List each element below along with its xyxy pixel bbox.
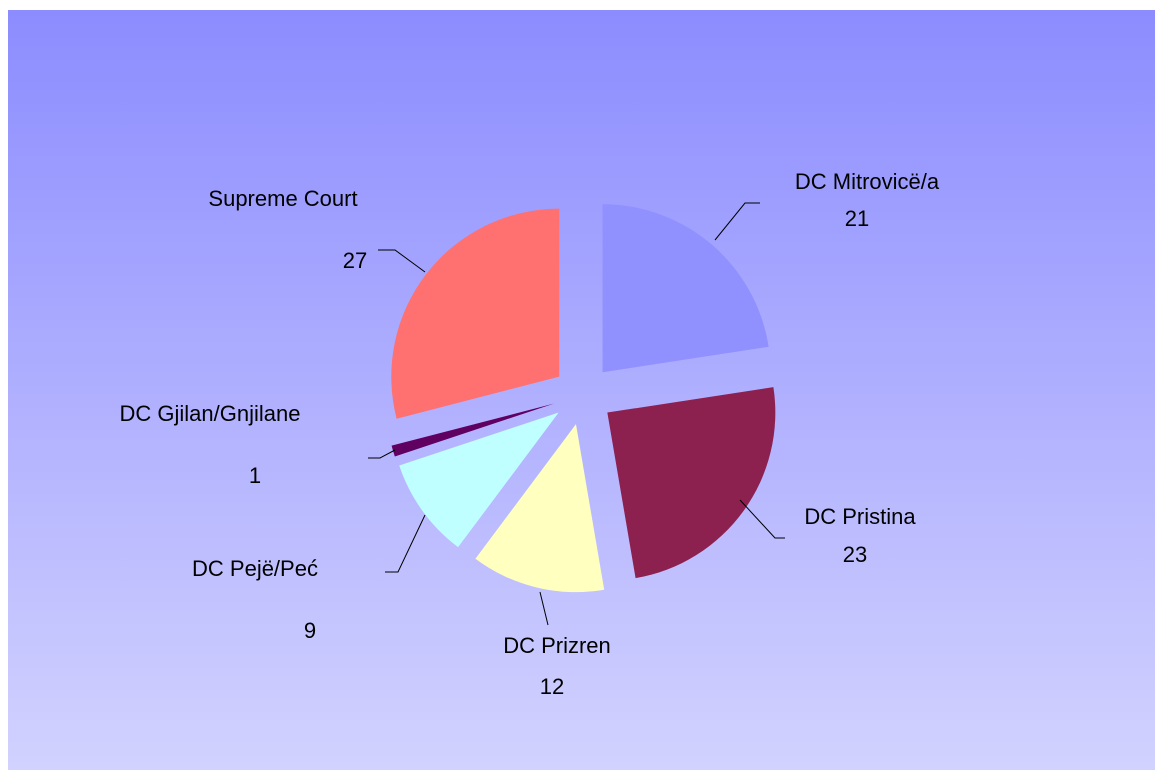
leader-line <box>539 591 549 626</box>
pie-slice <box>602 204 769 373</box>
leader-line <box>739 499 785 539</box>
leader-line <box>714 202 760 241</box>
slice-value: 23 <box>843 542 867 567</box>
pie-slice <box>391 403 555 457</box>
slice-label: Supreme Court <box>208 186 357 211</box>
slice-value: 27 <box>343 248 367 273</box>
slice-value: 21 <box>845 206 869 231</box>
slice-label: DC Prizren <box>503 633 611 658</box>
leader-line <box>385 514 426 573</box>
pie-slice <box>391 208 560 419</box>
leader-line <box>368 449 396 459</box>
slice-value: 12 <box>540 674 564 699</box>
slice-value: 1 <box>249 463 261 488</box>
pie-slice <box>475 424 605 593</box>
slice-label: DC Gjilan/Gnjilane <box>120 401 301 426</box>
leader-line <box>378 249 426 273</box>
slice-value: 9 <box>304 618 316 643</box>
pie-slice <box>607 387 776 579</box>
plot-background <box>8 10 1155 770</box>
slice-label: DC Pejë/Peć <box>192 556 318 581</box>
pie-slice <box>399 412 559 548</box>
slice-label: DC Mitrovicë/a <box>795 169 940 194</box>
slice-label: DC Pristina <box>804 504 916 529</box>
